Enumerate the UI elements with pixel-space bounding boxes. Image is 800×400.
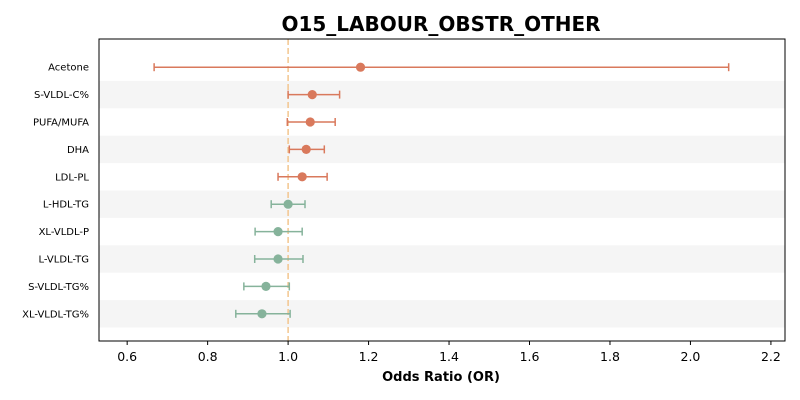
x-tick-label: 0.6 (117, 349, 137, 364)
plot-frame (98, 38, 786, 342)
y-tick-label: L-HDL-TG (43, 200, 89, 211)
y-axis-labels: Acetone S-VLDL-C% PUFA/MUFA DHA LDL-PL L-HDL-… (22, 63, 89, 321)
x-tick-label: 2.0 (681, 349, 701, 364)
point-estimate (273, 254, 283, 264)
y-tick-label: Acetone (48, 63, 89, 74)
y-tick-label: DHA (67, 145, 89, 156)
forest-row (286, 117, 336, 127)
point-estimate (297, 172, 307, 182)
x-tick-label: 0.8 (198, 349, 218, 364)
y-tick-label: PUFA/MUFA (33, 118, 89, 129)
point-estimate (257, 309, 267, 319)
y-tick-label: L-VLDL-TG (39, 255, 89, 266)
point-estimate (355, 62, 366, 72)
x-axis-ticks: 0.6 0.8 1.0 1.2 1.4 1.6 1.8 2.0 2.2 (117, 341, 781, 364)
x-tick-label: 1.8 (600, 349, 620, 364)
y-tick-label: XL-VLDL-P (39, 227, 89, 238)
forest-row (153, 62, 730, 72)
x-tick-label: 2.2 (761, 349, 781, 364)
row-band (99, 190, 785, 218)
point-estimate (305, 117, 315, 127)
row-band (99, 245, 785, 273)
x-tick-label: 1.0 (278, 349, 298, 364)
row-bands (99, 80, 785, 328)
forest-row (253, 254, 304, 264)
forest-row (243, 281, 291, 291)
forest-row (277, 172, 328, 182)
point-estimate (301, 144, 311, 154)
x-tick-label: 1.4 (439, 349, 459, 364)
forest-row (235, 309, 291, 319)
forest-row (288, 144, 326, 154)
row-band (99, 135, 785, 164)
row-band (99, 300, 785, 328)
y-tick-label: XL-VLDL-TG% (22, 309, 89, 320)
y-tick-label: S-VLDL-C% (34, 90, 89, 101)
row-band (99, 80, 785, 109)
forest-row (254, 227, 303, 237)
forest-row (287, 90, 341, 100)
y-tick-label: S-VLDL-TG% (28, 282, 89, 293)
point-estimate (307, 90, 317, 100)
point-estimate (283, 199, 293, 209)
x-tick-label: 1.2 (359, 349, 379, 364)
point-estimate (261, 281, 271, 291)
data-marks (153, 62, 730, 319)
forest-row (270, 199, 306, 209)
x-tick-label: 1.6 (520, 349, 540, 364)
chart-title: O15_LABOUR_OBSTR_OTHER (281, 12, 600, 36)
y-tick-label: LDL-PL (55, 172, 89, 183)
point-estimate (273, 227, 283, 237)
x-axis-label: Odds Ratio (OR) (382, 370, 500, 385)
